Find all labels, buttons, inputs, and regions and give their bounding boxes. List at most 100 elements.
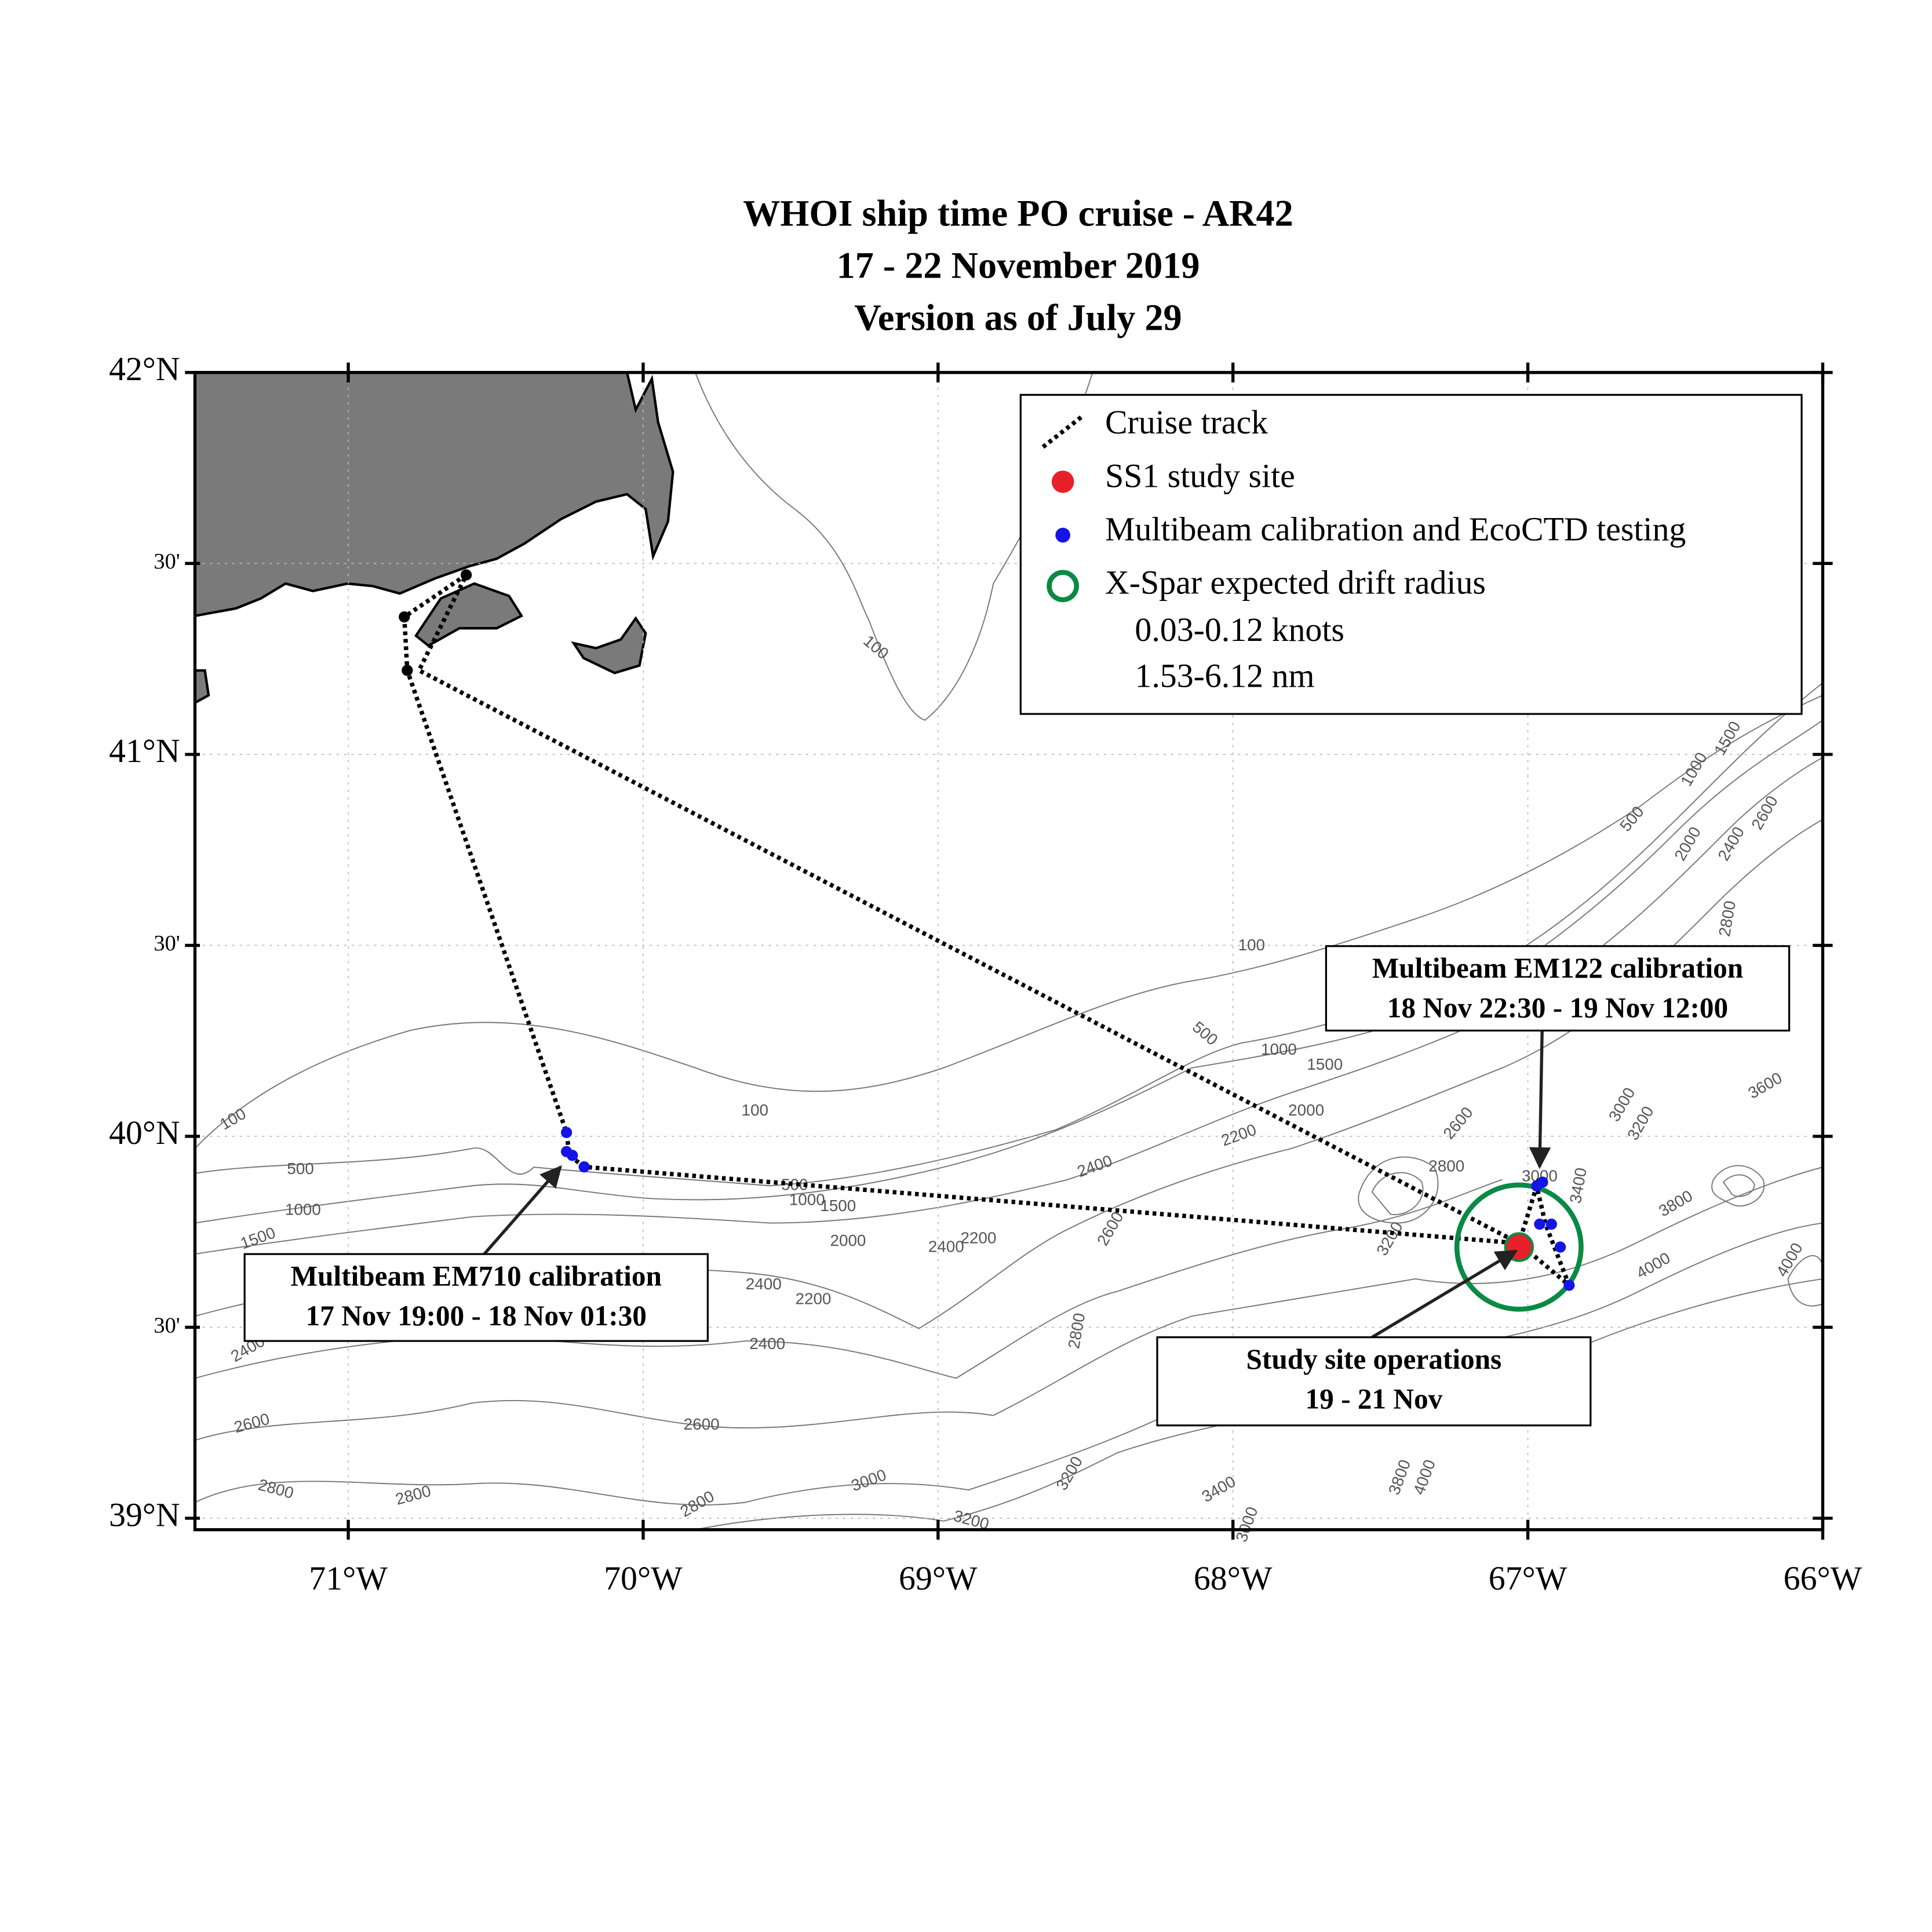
contour-label: 4000 bbox=[1773, 1240, 1806, 1280]
contour-label: 2200 bbox=[795, 1290, 831, 1308]
contour-label: 2600 bbox=[684, 1415, 720, 1433]
calibration-point bbox=[1554, 1241, 1566, 1253]
contour-label: 2000 bbox=[1288, 1101, 1324, 1119]
calibration-point bbox=[567, 1150, 578, 1161]
contour-label: 100 bbox=[1238, 936, 1265, 954]
contour-label: 2000 bbox=[830, 1231, 866, 1249]
title-line: WHOI ship time PO cruise - AR42 bbox=[743, 193, 1293, 234]
contour-label: 3000 bbox=[849, 1466, 889, 1494]
contour-line bbox=[1787, 1255, 1823, 1307]
contour-label: 500 bbox=[1189, 1018, 1222, 1049]
island bbox=[571, 616, 647, 675]
annotation-text: Multibeam EM710 calibration bbox=[291, 1260, 662, 1292]
x-tick-label: 67°W bbox=[1489, 1559, 1568, 1597]
y-tick-label: 40°N bbox=[109, 1114, 180, 1151]
legend-label: 0.03-0.12 knots bbox=[1135, 611, 1344, 648]
contour-line bbox=[195, 1222, 1823, 1505]
contour-label: 3400 bbox=[1198, 1472, 1238, 1505]
calibration-point bbox=[1537, 1176, 1548, 1188]
calibration-point bbox=[1545, 1218, 1557, 1230]
mainland bbox=[194, 371, 675, 618]
contour-line bbox=[195, 719, 1823, 1224]
annotations: Multibeam EM710 calibration 17 Nov 19:00 … bbox=[243, 945, 1791, 1427]
contour-label: 3400 bbox=[1566, 1167, 1590, 1205]
annotation-arrow bbox=[1529, 1030, 1551, 1169]
legend-label: Cruise track bbox=[1105, 403, 1268, 441]
contour-label: 1000 bbox=[285, 1200, 321, 1218]
annotation-arrow bbox=[483, 1165, 562, 1255]
contour-line bbox=[1711, 1165, 1765, 1207]
annotation-arrow bbox=[1371, 1249, 1518, 1339]
contour-label: 2200 bbox=[960, 1229, 996, 1247]
contour-label: 2600 bbox=[1748, 793, 1781, 833]
annotation-box bbox=[1156, 1336, 1592, 1427]
island bbox=[194, 669, 210, 705]
contour-label: 3200 bbox=[1373, 1219, 1406, 1259]
map-frame bbox=[193, 371, 1825, 1532]
contour-label: 2800 bbox=[1715, 899, 1739, 938]
legend-label: Multibeam calibration and EcoCTD testing bbox=[1105, 510, 1686, 548]
calibration-point bbox=[1534, 1218, 1545, 1230]
contour-label: 2800 bbox=[393, 1482, 433, 1508]
contour-label: 1000 bbox=[1261, 1040, 1297, 1058]
contour-label: 100 bbox=[742, 1101, 768, 1119]
y-tick-label: 42°N bbox=[109, 350, 180, 388]
contour-label: 1000 bbox=[789, 1190, 825, 1208]
calibration-point bbox=[1563, 1280, 1575, 1291]
legend-calib-symbol bbox=[1055, 527, 1070, 543]
legend-label: 1.53-6.12 nm bbox=[1135, 657, 1314, 694]
x-tick-label: 69°W bbox=[899, 1559, 978, 1597]
legend: Cruise track SS1 study site Multibeam cali… bbox=[1019, 393, 1803, 715]
contour-label: 1500 bbox=[820, 1197, 856, 1215]
contour-label: 500 bbox=[287, 1160, 314, 1178]
calibration-point bbox=[578, 1161, 590, 1173]
port-point bbox=[399, 611, 410, 623]
port-point bbox=[460, 569, 472, 581]
island bbox=[414, 582, 523, 647]
annotation-box bbox=[243, 1253, 709, 1342]
contour-label: 3600 bbox=[1745, 1069, 1785, 1102]
drift-radius bbox=[1454, 1182, 1584, 1312]
contour-label: 2400 bbox=[1075, 1151, 1115, 1180]
contour-line bbox=[195, 682, 1823, 1187]
y-tick-label: 30' bbox=[154, 1313, 180, 1337]
contour-label: 2200 bbox=[1219, 1120, 1259, 1149]
calibration-point bbox=[560, 1127, 573, 1138]
contour-label: 3000 bbox=[1232, 1504, 1261, 1544]
x-tick-label: 66°W bbox=[1784, 1559, 1862, 1597]
y-tick-label: 41°N bbox=[109, 732, 180, 770]
land bbox=[194, 371, 675, 705]
contour-line bbox=[195, 1167, 1823, 1441]
legend-track-symbol bbox=[1041, 414, 1084, 449]
x-tick-label: 70°W bbox=[604, 1559, 683, 1597]
contour-label: 2800 bbox=[677, 1487, 717, 1521]
contour-line bbox=[1358, 1156, 1439, 1224]
x-tick-label: 68°W bbox=[1194, 1559, 1273, 1597]
contour-label: 2400 bbox=[749, 1335, 785, 1353]
contour-label: 1000 bbox=[1677, 749, 1711, 789]
contour-label: 2600 bbox=[232, 1410, 271, 1437]
x-tick-label: 71°W bbox=[309, 1559, 388, 1597]
y-tick-label: 30' bbox=[154, 549, 180, 574]
title-line: Version as of July 29 bbox=[854, 297, 1182, 338]
ticks: 71°W 70°W 69°W 68°W 67°W 66°W 42°N 30' 41°N 30' 40… bbox=[109, 350, 1862, 1597]
contour-label: 2400 bbox=[1714, 823, 1748, 863]
contour-label: 1500 bbox=[238, 1223, 278, 1252]
annotation-text: 18 Nov 22:30 - 19 Nov 12:00 bbox=[1387, 991, 1728, 1023]
contour-label: 2800 bbox=[256, 1475, 296, 1502]
y-tick-label: 30' bbox=[154, 931, 180, 956]
contour-label: 1500 bbox=[1307, 1055, 1343, 1073]
annotation-text: Multibeam EM122 calibration bbox=[1372, 952, 1743, 984]
legend-radius-symbol bbox=[1047, 570, 1079, 603]
contour-label: 2400 bbox=[928, 1238, 964, 1256]
legend-site-symbol bbox=[1051, 471, 1074, 493]
contour-label: 2800 bbox=[1428, 1157, 1464, 1175]
port-point bbox=[402, 665, 413, 676]
annotation-box bbox=[1325, 945, 1791, 1032]
contour-line bbox=[195, 757, 1823, 1255]
legend-label: SS1 study site bbox=[1105, 457, 1295, 494]
title-line: 17 - 22 November 2019 bbox=[836, 245, 1200, 286]
y-tick-label: 39°N bbox=[109, 1496, 180, 1533]
title-block: WHOI ship time PO cruise - AR42 17 - 22 N… bbox=[743, 193, 1293, 338]
